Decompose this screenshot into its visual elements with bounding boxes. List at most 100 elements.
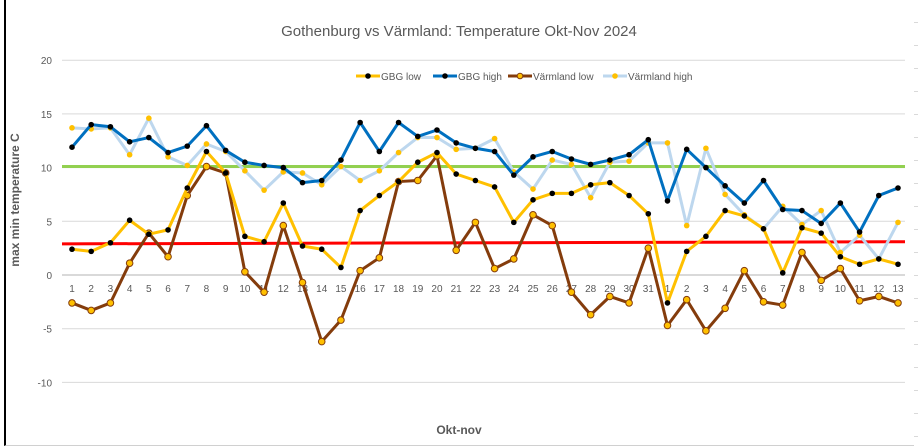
data-point xyxy=(703,164,709,171)
data-point xyxy=(434,127,440,133)
data-point xyxy=(626,151,632,158)
data-point xyxy=(242,168,248,174)
data-point xyxy=(779,270,786,276)
data-point xyxy=(874,292,883,301)
data-point xyxy=(837,253,844,260)
data-point xyxy=(452,246,460,255)
data-point xyxy=(778,301,787,309)
data-point xyxy=(683,222,690,229)
data-point xyxy=(184,162,191,169)
legend-label: Värmland low xyxy=(533,72,594,83)
data-point xyxy=(530,197,536,203)
legend-marker xyxy=(365,73,371,79)
data-point xyxy=(395,149,402,156)
x-tick-label: 1 xyxy=(69,284,75,295)
x-tick-label: 26 xyxy=(547,284,559,295)
data-point xyxy=(703,233,709,240)
data-point xyxy=(165,149,171,156)
legend-item: Värmland low xyxy=(508,72,594,83)
x-tick-label: 17 xyxy=(374,284,386,295)
x-tick-label: 31 xyxy=(643,284,655,295)
data-point xyxy=(165,154,171,160)
data-point xyxy=(356,266,364,275)
series-gbg-high xyxy=(69,119,901,235)
data-point xyxy=(242,159,248,166)
data-point xyxy=(702,327,710,335)
x-tick-label: 7 xyxy=(184,284,190,295)
x-tick-label: 2 xyxy=(88,284,94,295)
data-point xyxy=(260,288,268,296)
data-point xyxy=(529,211,537,219)
data-point xyxy=(606,292,614,301)
data-point xyxy=(413,176,422,185)
spreadsheet-grid-background xyxy=(914,0,918,447)
data-point xyxy=(836,264,845,273)
data-point xyxy=(88,121,95,128)
data-point xyxy=(491,135,498,142)
x-tick-label: 29 xyxy=(604,284,616,295)
data-point xyxy=(184,185,191,191)
data-point xyxy=(818,230,824,236)
legend-marker xyxy=(516,72,524,80)
data-point xyxy=(126,139,133,145)
x-tick-label: 13 xyxy=(297,284,309,295)
data-point xyxy=(222,147,229,154)
data-point xyxy=(644,244,653,252)
data-point xyxy=(126,217,133,224)
legend-marker xyxy=(442,73,448,79)
x-tick-label: 7 xyxy=(780,284,786,295)
data-point xyxy=(568,161,575,168)
data-point xyxy=(106,299,115,307)
data-point xyxy=(664,198,671,204)
x-tick-label: 10 xyxy=(835,284,847,295)
data-point xyxy=(453,146,459,153)
y-tick-label: 0 xyxy=(46,271,52,282)
chart-title: Gothenburg vs Värmland: Temperature Okt-… xyxy=(281,23,637,40)
data-point xyxy=(317,337,326,346)
data-point xyxy=(741,213,748,219)
x-tick-label: 24 xyxy=(508,284,520,295)
data-point xyxy=(357,119,363,126)
data-point xyxy=(530,154,536,160)
x-tick-label: 13 xyxy=(892,284,904,295)
legend-label: GBG high xyxy=(458,72,502,83)
data-point xyxy=(146,134,152,141)
data-point xyxy=(741,200,748,206)
x-tick-label: 23 xyxy=(489,284,501,295)
y-tick-label: -10 xyxy=(38,378,53,389)
data-point xyxy=(261,162,267,169)
series-varmland-low xyxy=(68,151,902,346)
data-point xyxy=(586,310,595,319)
x-tick-label: 3 xyxy=(703,284,709,295)
data-point xyxy=(68,299,76,307)
data-point xyxy=(472,145,479,152)
data-point xyxy=(587,181,594,188)
data-point xyxy=(549,148,556,155)
legend-label: GBG low xyxy=(381,72,422,83)
data-point xyxy=(318,246,325,253)
y-tick-label: 15 xyxy=(41,110,53,121)
data-point xyxy=(530,186,536,192)
x-tick-label: 19 xyxy=(412,284,424,295)
data-point xyxy=(491,184,498,190)
data-point xyxy=(338,264,344,271)
data-point xyxy=(567,288,576,296)
data-point xyxy=(261,187,267,193)
x-tick-label: 30 xyxy=(624,284,636,295)
data-point xyxy=(855,296,864,305)
data-point xyxy=(164,252,172,261)
x-tick-label: 15 xyxy=(335,284,347,295)
data-point xyxy=(357,177,363,184)
x-tick-label: 16 xyxy=(355,284,367,295)
data-point xyxy=(722,191,728,198)
data-point xyxy=(587,194,594,201)
data-point xyxy=(645,136,652,143)
data-point xyxy=(856,261,863,268)
data-point xyxy=(818,207,824,214)
data-point xyxy=(338,163,344,170)
x-tick-label: 21 xyxy=(451,284,463,295)
data-point xyxy=(510,255,518,263)
data-point xyxy=(722,183,728,189)
data-point xyxy=(107,123,114,130)
